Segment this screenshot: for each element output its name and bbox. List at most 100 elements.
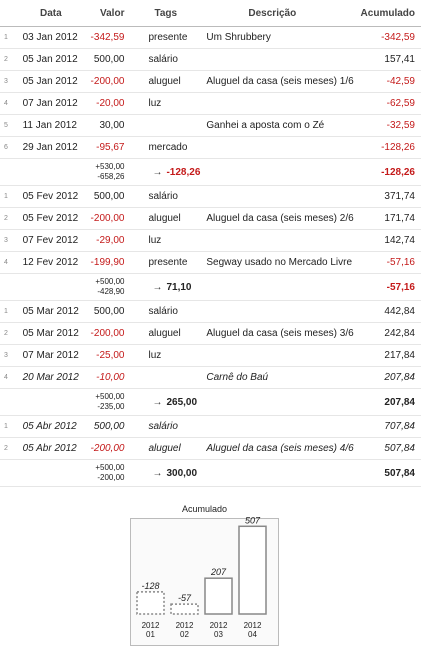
row-index bbox=[0, 158, 19, 186]
row-tag[interactable]: luz bbox=[124, 92, 201, 115]
chart-category-label: 02 bbox=[180, 630, 189, 639]
row-accumulated: 507,84 bbox=[353, 437, 421, 460]
table-row[interactable]: 6 29 Jan 2012 -95,67 mercado -128,26 bbox=[0, 136, 421, 159]
row-description bbox=[200, 344, 354, 367]
row-value: -200,00 bbox=[83, 70, 125, 93]
row-index bbox=[0, 388, 19, 416]
ledger-table: Data Valor Tags Descrição Acumulado 1 03 … bbox=[0, 0, 421, 487]
row-index bbox=[0, 459, 19, 487]
row-index: 4 bbox=[0, 251, 19, 274]
row-accumulated: 442,84 bbox=[353, 300, 421, 323]
row-date: 05 Fev 2012 bbox=[18, 207, 84, 230]
table-row[interactable]: 2 05 Fev 2012 -200,00 aluguel Aluguel da cas… bbox=[0, 207, 421, 230]
row-tag[interactable]: aluguel bbox=[124, 207, 201, 230]
row-tag[interactable]: salário bbox=[124, 185, 201, 208]
chart-category-label: 2012 bbox=[142, 621, 160, 630]
row-accumulated: -32,59 bbox=[353, 114, 421, 137]
row-date: 05 Abr 2012 bbox=[18, 437, 84, 460]
ledger-body: 1 03 Jan 2012 -342,59 presente Um Shrubbery -… bbox=[0, 26, 421, 487]
row-tag[interactable]: salário bbox=[124, 48, 201, 71]
header-descricao[interactable]: Descrição bbox=[200, 0, 354, 27]
row-date bbox=[18, 459, 84, 487]
row-description: Ganhei a aposta com o Zé bbox=[200, 114, 354, 137]
row-tag[interactable]: presente bbox=[124, 26, 201, 49]
table-row[interactable]: 5 11 Jan 2012 30,00 Ganhei a aposta com o Z… bbox=[0, 114, 421, 137]
table-row[interactable]: 4 12 Fev 2012 -199,90 presente Segway usado … bbox=[0, 251, 421, 274]
row-index: 3 bbox=[0, 344, 19, 367]
total-result: -128,26 bbox=[166, 166, 201, 178]
table-row[interactable]: 3 05 Jan 2012 -200,00 aluguel Aluguel da cas… bbox=[0, 70, 421, 93]
row-value: 500,00 bbox=[83, 415, 125, 438]
month-total-row[interactable]: +530,00 -658,26 → -128,26 -128,26 bbox=[0, 158, 421, 186]
header-data[interactable]: Data bbox=[0, 0, 84, 27]
total-negative: -428,90 bbox=[97, 287, 125, 296]
chart-category-label: 2012 bbox=[210, 621, 228, 630]
total-breakdown: +500,00 -200,00 bbox=[83, 459, 125, 487]
row-tag[interactable]: aluguel bbox=[124, 437, 201, 460]
total-result-cell: → 71,10 bbox=[124, 273, 201, 301]
table-row[interactable]: 4 07 Jan 2012 -20,00 luz -62,59 bbox=[0, 92, 421, 115]
table-row[interactable]: 3 07 Mar 2012 -25,00 luz 217,84 bbox=[0, 344, 421, 367]
table-row[interactable]: 4 20 Mar 2012 -10,00 Carnê do Baú 207,84 bbox=[0, 366, 421, 389]
chart-value-label: 207 bbox=[210, 567, 227, 577]
row-description bbox=[200, 48, 354, 71]
row-description: Aluguel da casa (seis meses) 2/6 bbox=[200, 207, 354, 230]
header-tags[interactable]: Tags bbox=[124, 0, 201, 27]
row-value: -95,67 bbox=[83, 136, 125, 159]
row-index: 1 bbox=[0, 300, 19, 323]
total-positive: +500,00 bbox=[95, 277, 125, 286]
row-description bbox=[200, 300, 354, 323]
row-tag[interactable]: presente bbox=[124, 251, 201, 274]
row-value: -342,59 bbox=[83, 26, 125, 49]
header-acumulado[interactable]: Acumulado bbox=[353, 0, 421, 27]
table-row[interactable]: 2 05 Abr 2012 -200,00 aluguel Aluguel da cas… bbox=[0, 437, 421, 460]
row-date: 05 Abr 2012 bbox=[18, 415, 84, 438]
row-date bbox=[18, 388, 84, 416]
total-result: 71,10 bbox=[166, 281, 192, 293]
row-value: 500,00 bbox=[83, 48, 125, 71]
row-index: 2 bbox=[0, 437, 19, 460]
row-date: 07 Jan 2012 bbox=[18, 92, 84, 115]
row-date bbox=[18, 158, 84, 186]
chart-value-label: 507 bbox=[245, 515, 261, 525]
table-row[interactable]: 2 05 Jan 2012 500,00 salário 157,41 bbox=[0, 48, 421, 71]
month-total-row[interactable]: +500,00 -200,00 → 300,00 507,84 bbox=[0, 459, 421, 487]
month-total-row[interactable]: +500,00 -235,00 → 265,00 207,84 bbox=[0, 388, 421, 416]
total-result-cell: → -128,26 bbox=[124, 158, 201, 186]
table-row[interactable]: 1 03 Jan 2012 -342,59 presente Um Shrubbery -… bbox=[0, 26, 421, 49]
row-description bbox=[200, 273, 354, 301]
month-total-row[interactable]: +500,00 -428,90 → 71,10 -57,16 bbox=[0, 273, 421, 301]
row-tag[interactable]: luz bbox=[124, 344, 201, 367]
table-row[interactable]: 1 05 Abr 2012 500,00 salário 707,84 bbox=[0, 415, 421, 438]
row-tag[interactable]: salário bbox=[124, 415, 201, 438]
header-valor[interactable]: Valor bbox=[83, 0, 125, 27]
row-description: Segway usado no Mercado Livre bbox=[200, 251, 354, 274]
total-result-cell: → 300,00 bbox=[124, 459, 201, 487]
row-value: -25,00 bbox=[83, 344, 125, 367]
total-breakdown: +500,00 -235,00 bbox=[83, 388, 125, 416]
table-row[interactable]: 1 05 Mar 2012 500,00 salário 442,84 bbox=[0, 300, 421, 323]
table-row[interactable]: 1 05 Fev 2012 500,00 salário 371,74 bbox=[0, 185, 421, 208]
row-tag[interactable]: mercado bbox=[124, 136, 201, 159]
table-row[interactable]: 3 07 Fev 2012 -29,00 luz 142,74 bbox=[0, 229, 421, 252]
arrow-right-icon: → bbox=[152, 467, 163, 479]
row-tag[interactable]: luz bbox=[124, 229, 201, 252]
table-row[interactable]: 2 05 Mar 2012 -200,00 aluguel Aluguel da cas… bbox=[0, 322, 421, 345]
row-accumulated: 507,84 bbox=[353, 459, 421, 487]
row-accumulated: -128,26 bbox=[353, 158, 421, 186]
row-tag[interactable]: salário bbox=[124, 300, 201, 323]
row-index: 2 bbox=[0, 207, 19, 230]
chart-category-label: 04 bbox=[248, 630, 257, 639]
row-index: 2 bbox=[0, 322, 19, 345]
row-value: -199,90 bbox=[83, 251, 125, 274]
row-tag[interactable] bbox=[124, 366, 201, 389]
row-tag[interactable]: aluguel bbox=[124, 322, 201, 345]
row-date bbox=[18, 273, 84, 301]
row-tag[interactable] bbox=[124, 114, 201, 137]
row-value: 500,00 bbox=[83, 185, 125, 208]
row-description: Aluguel da casa (seis meses) 1/6 bbox=[200, 70, 354, 93]
row-tag[interactable]: aluguel bbox=[124, 70, 201, 93]
row-accumulated: 242,84 bbox=[353, 322, 421, 345]
row-date: 07 Fev 2012 bbox=[18, 229, 84, 252]
total-result: 300,00 bbox=[166, 467, 198, 479]
